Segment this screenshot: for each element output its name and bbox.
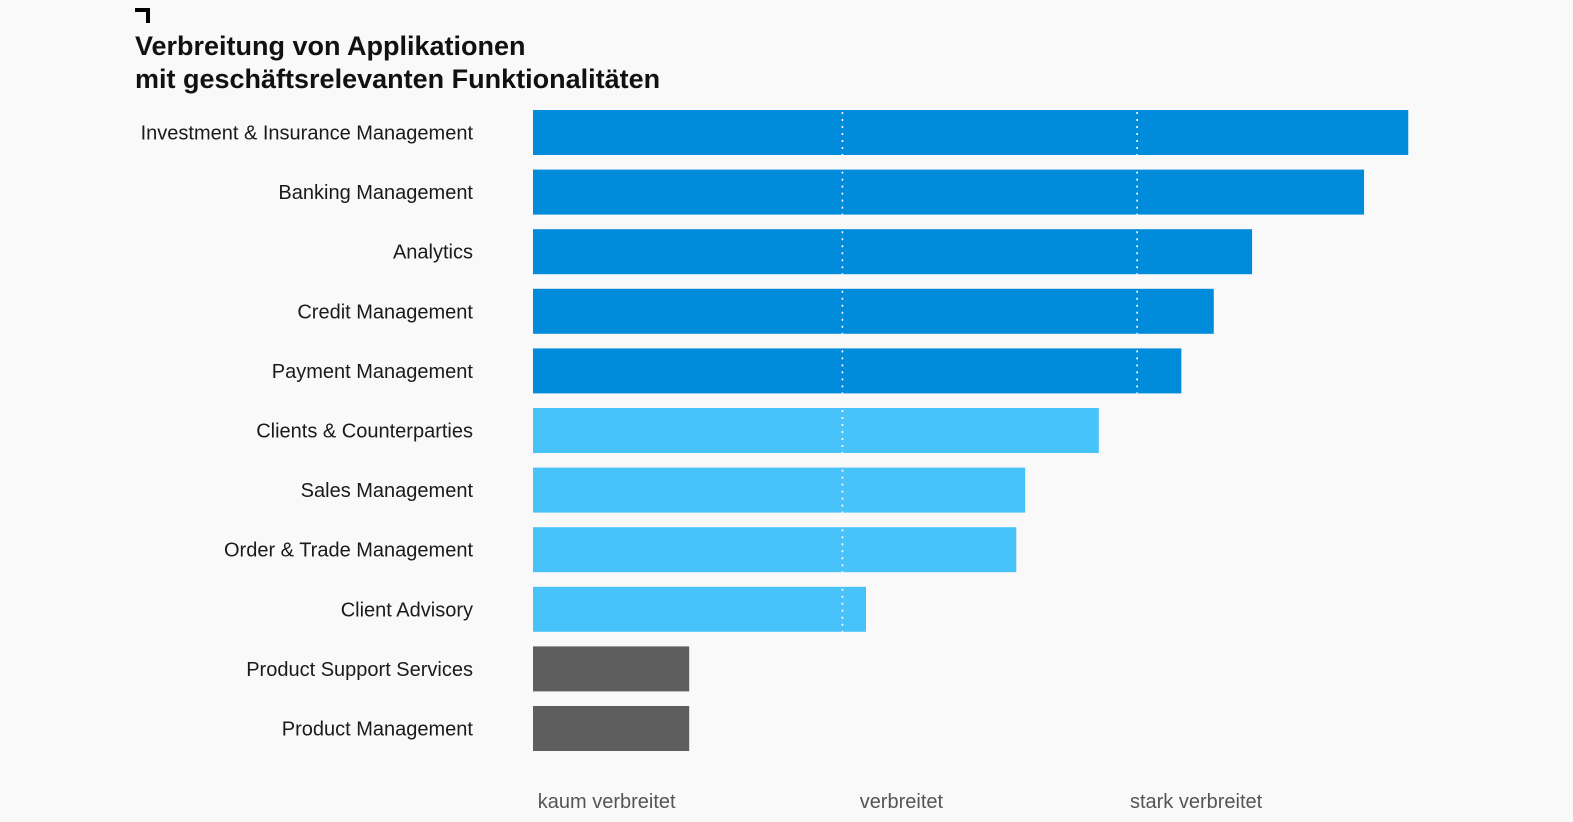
corner-bracket-icon xyxy=(135,8,150,23)
category-label: Product Management xyxy=(282,719,474,741)
bar xyxy=(533,646,690,692)
category-label: Client Advisory xyxy=(341,599,473,621)
reference-lines-group xyxy=(841,112,1138,632)
bars-group xyxy=(533,110,1409,751)
category-labels-group: Investment & Insurance Management Banking… xyxy=(141,123,474,741)
chart-title-line-1: Verbreitung von Applikationen xyxy=(135,31,526,61)
bar xyxy=(533,169,1365,215)
category-label: Sales Management xyxy=(301,480,474,502)
chart-title-line-2: mit geschäftsrelevanten Funktionalitäten xyxy=(135,64,661,94)
category-label: Investment & Insurance Management xyxy=(141,123,474,145)
bar xyxy=(533,467,1026,513)
bar xyxy=(533,229,1253,275)
x-tick-labels-group: kaum verbreitet verbreitet stark verbreite… xyxy=(538,791,1263,813)
category-label: Payment Management xyxy=(272,361,474,383)
category-label: Credit Management xyxy=(297,301,473,323)
category-label: Clients & Counterparties xyxy=(256,421,473,443)
x-tick-label: kaum verbreitet xyxy=(538,791,676,813)
category-label: Order & Trade Management xyxy=(224,540,473,562)
bar xyxy=(533,408,1099,453)
bar xyxy=(533,706,690,751)
category-label: Analytics xyxy=(393,242,473,264)
bar xyxy=(533,527,1017,573)
x-tick-label: stark verbreitet xyxy=(1130,791,1263,813)
bar xyxy=(533,586,867,632)
category-label: Product Support Services xyxy=(246,659,473,681)
x-tick-label: verbreitet xyxy=(860,791,944,813)
category-label: Banking Management xyxy=(278,182,473,204)
bar xyxy=(533,110,1409,155)
bar xyxy=(533,348,1182,394)
chart-title: Verbreitung von Applikationen mit geschä… xyxy=(135,30,660,96)
bar xyxy=(533,288,1214,334)
